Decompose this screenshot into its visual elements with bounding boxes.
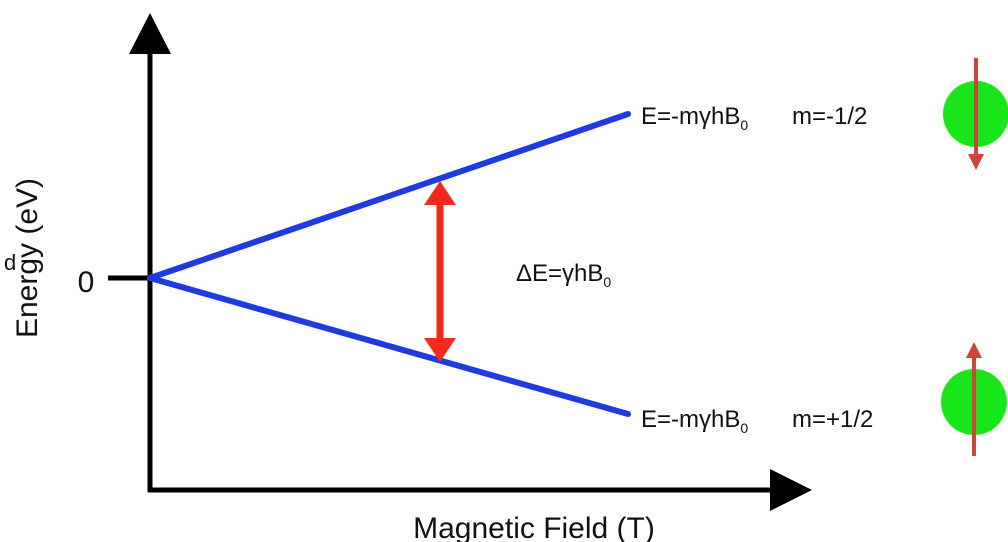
spin-down-arrowhead — [968, 154, 984, 170]
transition-arrow — [424, 181, 456, 362]
transition-arrowhead-top — [424, 181, 456, 205]
x-axis-arrowhead — [770, 469, 812, 511]
upper-level-subscript: 0 — [740, 117, 748, 133]
lower-level-subscript: 0 — [740, 420, 748, 436]
spin-up-particle — [941, 342, 1007, 456]
spin-down-particle — [943, 58, 1008, 170]
delta-e-main: ΔE=γhB — [516, 260, 603, 287]
upper-level-formula: E=-mγhB — [641, 103, 740, 130]
spin-up-arrowhead — [966, 342, 982, 358]
x-axis-label: Magnetic Field (T) — [413, 512, 655, 542]
energy-levels — [147, 111, 631, 417]
y-axis-label: Energy (eV) — [11, 178, 44, 338]
upper-energy-level — [147, 111, 631, 281]
delta-e-label: ΔE=γhB0 — [516, 260, 611, 290]
axes — [108, 13, 812, 511]
y-axis-arrowhead — [129, 13, 171, 54]
upper-level-m: m=-1/2 — [792, 103, 867, 130]
clipped-label-fragment: d — [4, 250, 16, 275]
lower-level-label: E=-mγhB0 m=+1/2 — [641, 406, 873, 436]
lower-level-formula: E=-mγhB — [641, 406, 740, 433]
lower-energy-level — [147, 275, 631, 417]
delta-e-subscript: 0 — [603, 274, 611, 290]
transition-arrowhead-bottom — [424, 338, 456, 362]
zero-tick-label: 0 — [78, 266, 95, 299]
lower-level-m: m=+1/2 — [792, 406, 873, 433]
upper-level-label: E=-mγhB0 m=-1/2 — [641, 103, 867, 133]
